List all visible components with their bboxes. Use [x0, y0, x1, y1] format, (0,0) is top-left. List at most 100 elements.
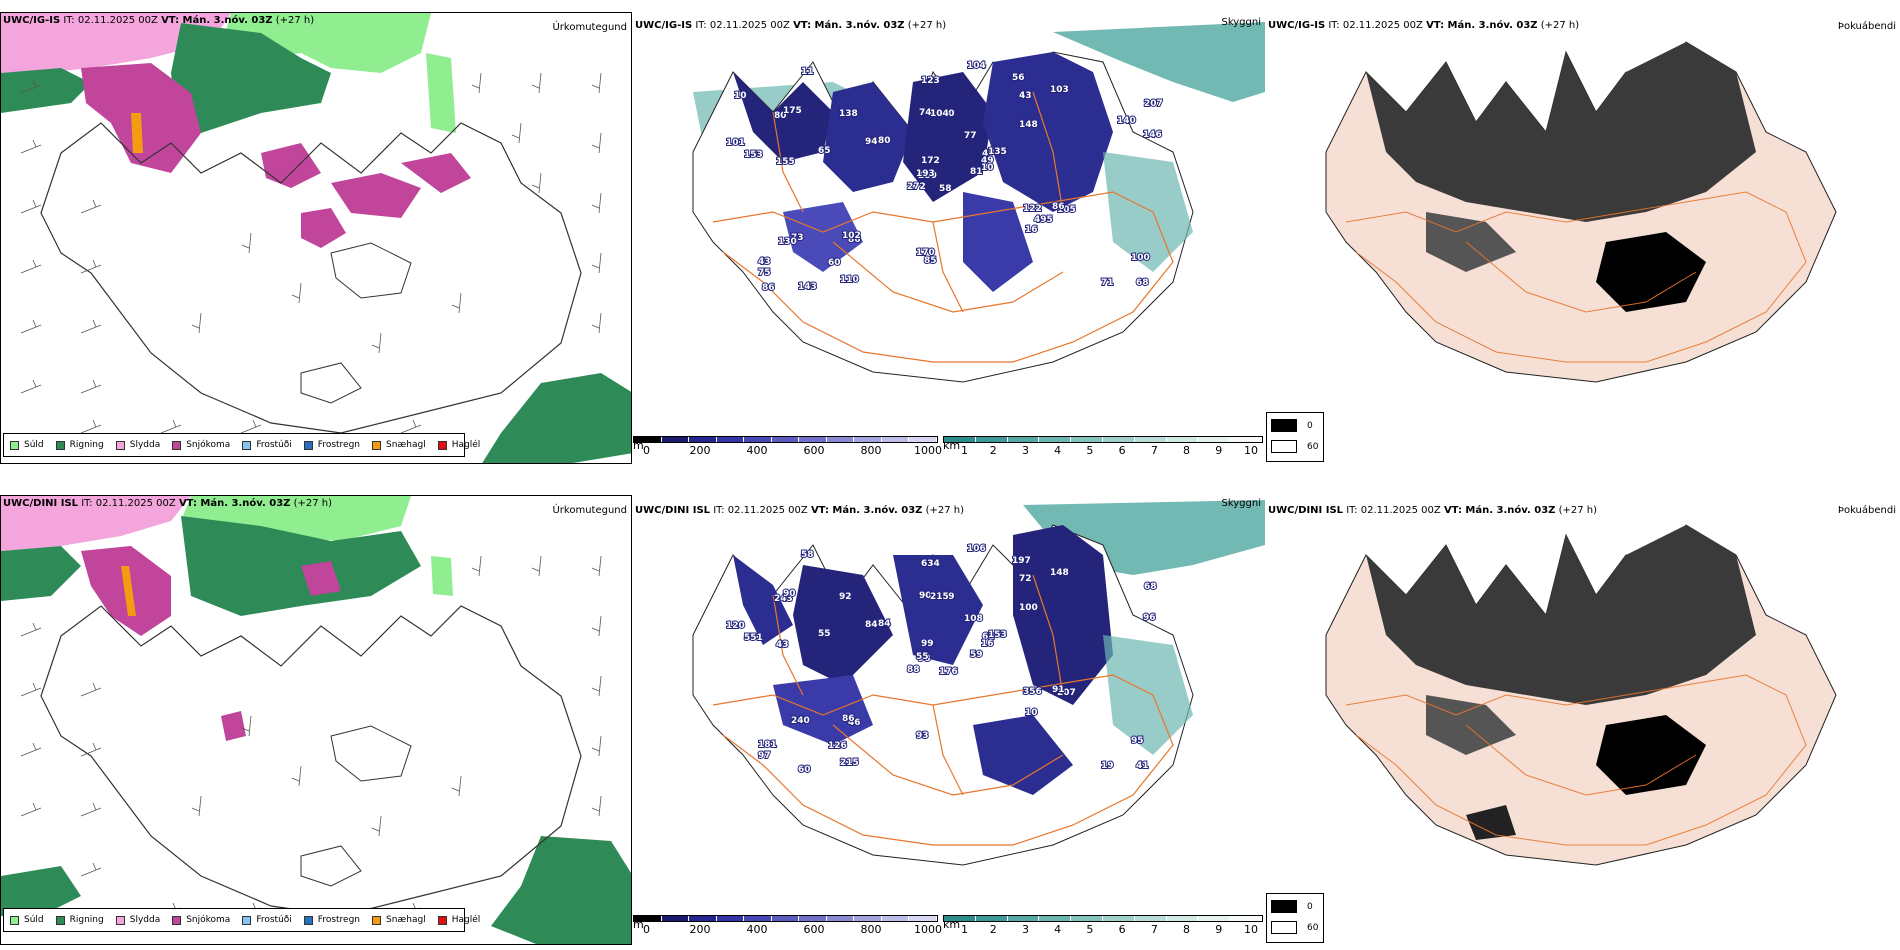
cloud-base-value: 80 [774, 111, 787, 121]
valid-time: VT: Mán. 3.nóv. 03Z [178, 498, 291, 509]
cloud-base-value: 93 [916, 731, 929, 741]
rain-area [1, 866, 81, 916]
cloud-base-value: 551 [744, 633, 763, 643]
legend-swatch [303, 440, 313, 450]
cloud-base-value: 60 [828, 258, 841, 268]
fog-legend-value: 60 [1307, 922, 1319, 933]
colorbar-segment [1230, 916, 1262, 921]
legend-label: Frostúði [256, 440, 292, 450]
cloud-base-value: 148 [1050, 568, 1069, 578]
cloud-base-value: 215 [840, 758, 859, 768]
valid-time: VT: Mán. 3.nóv. 03Z [1443, 505, 1556, 516]
colorbar-tick-label: 7 [1150, 923, 1158, 936]
legend-label: Haglél [451, 440, 481, 450]
legend-label: Súld [24, 440, 44, 450]
snaehagl-area [121, 566, 136, 616]
cloud-labels-1: 58 80 280 43 47 86 56 40 43 81 11 68 155 207 272 148 143… [725, 60, 1164, 294]
cloud-base-value: 108 [964, 614, 983, 624]
fog-legend-row: 60 [1271, 440, 1318, 453]
colorbar-segment [771, 437, 800, 442]
snow-area [221, 711, 246, 741]
colorbar-segment [1230, 437, 1262, 442]
cloud-base-value: 102 [842, 231, 861, 241]
cloud-base-value: 153 [744, 150, 763, 160]
legend-swatch [10, 915, 19, 925]
colorbar-tick-label: 5 [1086, 444, 1094, 457]
snow-area [331, 173, 421, 218]
model-name: UWC/IG-IS [3, 15, 61, 26]
cloud-base-colorbar: m 0 200 400 600 800 1000 [633, 915, 943, 939]
init-time: IT: 02.11.2025 00Z [81, 498, 176, 509]
precip-type-panel-2: UWC/DINI ISL IT: 02.11.2025 00Z VT: Mán.… [0, 495, 632, 945]
panel-title-precip: Úrkomutegund [552, 22, 627, 33]
cloud-base-value: 103 [1050, 85, 1069, 95]
cloud-base-value: 122 [1023, 204, 1042, 214]
cloud-base-value: 123 [921, 76, 940, 86]
legend-item: Snjókoma [172, 440, 230, 450]
valid-time: VT: Mán. 3.nóv. 03Z [793, 20, 905, 31]
cloud-base-value: 75 [758, 268, 771, 278]
cloud-area [903, 72, 993, 202]
valid-time: VT: Mán. 3.nóv. 03Z [161, 15, 273, 26]
cloud-base-value: 100 [1019, 603, 1038, 613]
cloud-base-panel-2: 176 243 98 181 62 46 197 69 72 59 58 41 43 68 88 100 60 9… [633, 495, 1265, 947]
cloud-base-value: 60 [798, 765, 811, 775]
cloud-base-value: 272 [907, 182, 926, 192]
cloud-base-value: 135 [988, 147, 1007, 157]
legend-label: Haglél [451, 915, 481, 925]
cloud-area [963, 192, 1033, 292]
snow-area [301, 208, 346, 248]
fog-area [1596, 232, 1706, 312]
legend-item: Haglél [437, 440, 481, 450]
legend-item: Snæhagl [372, 915, 426, 925]
cloud-base-value: 96 [1143, 613, 1156, 623]
colorbar-segment [771, 916, 800, 921]
panel-title-cloud: Skyggni [1221, 17, 1261, 28]
cloud-base-value: 10 [1025, 708, 1038, 718]
fog-area [1426, 695, 1516, 755]
init-time: IT: 02.11.2025 00Z [713, 505, 808, 516]
colorbar-tick-label: 200 [689, 444, 711, 457]
colorbar-segment [799, 916, 827, 921]
cloud-map-1 [692, 22, 1265, 383]
legend-item: Slydda [115, 440, 160, 450]
colorbar-segment [661, 437, 690, 442]
colorbar-tick-label: 6 [1118, 444, 1126, 457]
colorbar-segment [716, 916, 745, 921]
cloud-base-value: 120 [726, 621, 745, 631]
cloud-base-value: 73 [791, 233, 804, 243]
fog-area [1366, 42, 1756, 222]
colorbar-segment [689, 437, 717, 442]
cloud-base-value: 170 [916, 248, 935, 258]
cloud-base-value: 86 [848, 235, 861, 245]
colorbar-segment [1102, 916, 1135, 921]
visibility-colorbar: km 1 2 3 4 5 6 7 8 9 10 [943, 915, 1263, 939]
legend-swatch [115, 440, 125, 450]
colorbar-tick-label: 1000 [914, 444, 942, 457]
fog-map-1 [1325, 41, 1837, 383]
glacier-outline [330, 725, 412, 782]
rain-area [491, 836, 631, 944]
colorbar-segment [1134, 916, 1167, 921]
valid-time: VT: Mán. 3.nóv. 03Z [1426, 20, 1538, 31]
colorbar-tick-label: 600 [803, 923, 825, 936]
cloud-base-value: 104 [967, 61, 986, 71]
fog-indicator-panel-2: UWC/DINI ISL IT: 02.11.2025 00Z VT: Mán.… [1266, 495, 1900, 947]
cloud-area [983, 52, 1113, 212]
cloud-base-value: 84 [865, 620, 878, 630]
legend-swatch [437, 440, 447, 450]
colorbar-swatches [633, 436, 938, 443]
legend-swatch [10, 440, 19, 450]
colorbar-tick-label: 9 [1215, 923, 1223, 936]
precip-type-legend: Súld Rigning Slydda Snjókoma Frostúði Frostre… [3, 908, 480, 932]
cloud-base-value: 49 [981, 156, 994, 166]
valid-time: VT: Mán. 3.nóv. 03Z [810, 505, 923, 516]
cloud-base-value: 88 [907, 665, 920, 675]
panel-header: UWC/DINI ISL IT: 02.11.2025 00Z VT: Mán.… [1268, 505, 1597, 517]
colorbar-tick-label: 4 [1054, 923, 1062, 936]
precip-type-legend: Súld Rigning Slydda Snjókoma Frostúði Frostre… [3, 433, 480, 457]
cloud-base-value: 40 [942, 109, 955, 119]
fog-legend-value: 0 [1307, 901, 1313, 912]
roads [712, 91, 1174, 363]
cloud-base-value: 243 [774, 594, 793, 604]
